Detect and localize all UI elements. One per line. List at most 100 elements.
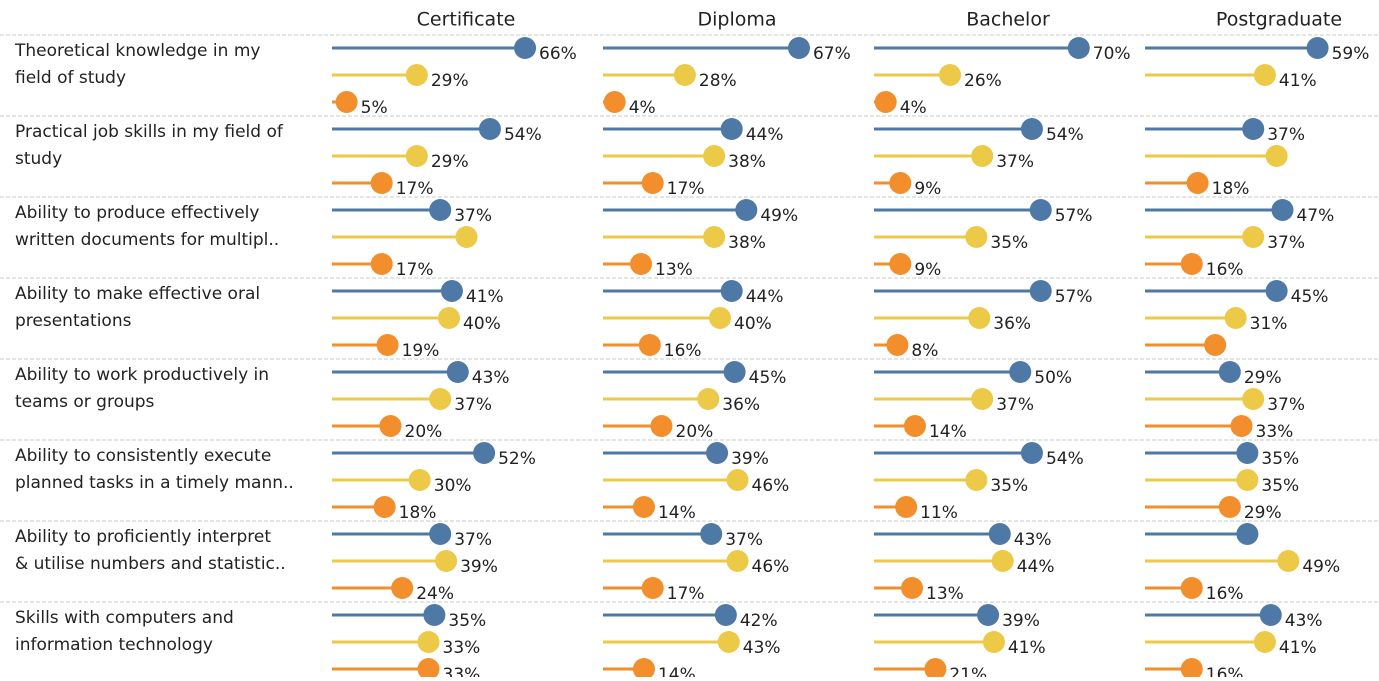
lollipop-dot <box>1224 307 1247 329</box>
lollipop-dot <box>1020 118 1043 140</box>
row-label: study <box>15 149 62 169</box>
lollipop-dot <box>723 361 746 383</box>
value-label: 16% <box>1206 665 1244 677</box>
lollipop-dot <box>895 496 918 518</box>
lollipop-dot <box>641 172 664 194</box>
lollipop-dot <box>886 334 909 356</box>
value-label: 46% <box>752 476 790 496</box>
value-label: 39% <box>460 557 498 577</box>
lollipop-dot <box>405 145 428 167</box>
lollipop-dot <box>735 199 758 221</box>
value-label: 33% <box>443 638 481 658</box>
value-label: 37% <box>1267 125 1305 145</box>
lollipop-dot <box>673 64 696 86</box>
value-label: 37% <box>996 395 1034 415</box>
lollipop-dot <box>700 523 723 545</box>
value-label: 45% <box>749 368 787 388</box>
lollipop-dot <box>1180 577 1203 599</box>
lollipop-dot <box>1277 550 1300 572</box>
lollipop-dot <box>1020 442 1043 464</box>
lollipop-dot <box>630 253 653 275</box>
lollipop-dot <box>603 91 626 113</box>
lollipop-dot <box>971 145 994 167</box>
value-label: 42% <box>740 611 778 631</box>
value-label: 35% <box>990 476 1028 496</box>
value-label: 39% <box>1002 611 1040 631</box>
lollipop-dot <box>714 604 737 626</box>
value-label: 70% <box>1093 44 1131 64</box>
row-label: field of study <box>15 68 126 88</box>
lollipop-dot <box>429 388 452 410</box>
value-label: 43% <box>743 638 781 658</box>
value-label: 47% <box>1296 206 1334 226</box>
lollipop-dot <box>939 64 962 86</box>
value-label: 17% <box>396 260 434 280</box>
value-label: 36% <box>993 314 1031 334</box>
value-label: 54% <box>1046 125 1084 145</box>
value-label: 29% <box>1244 503 1282 523</box>
lollipop-dot <box>720 280 743 302</box>
row-label: Theoretical knowledge in my <box>14 41 260 61</box>
value-label: 29% <box>431 71 469 91</box>
lollipop-dot <box>435 550 458 572</box>
lollipop-dot <box>408 469 431 491</box>
lollipop-dot <box>423 604 446 626</box>
value-label: 54% <box>1046 449 1084 469</box>
value-label: 37% <box>1267 233 1305 253</box>
value-label: 31% <box>1250 314 1288 334</box>
value-label: 17% <box>667 179 705 199</box>
value-label: 46% <box>752 557 790 577</box>
value-label: 43% <box>1285 611 1323 631</box>
value-label: 13% <box>926 584 964 604</box>
lollipop-dot <box>1265 280 1288 302</box>
lollipop-dot <box>641 577 664 599</box>
value-label: 9% <box>914 179 941 199</box>
lollipop-dot <box>370 172 393 194</box>
value-label: 52% <box>498 449 536 469</box>
value-label: 38% <box>728 233 766 253</box>
lollipop-dot <box>632 496 655 518</box>
value-label: 40% <box>734 314 772 334</box>
value-label: 5% <box>361 98 388 118</box>
value-label: 57% <box>1055 206 1093 226</box>
value-label: 14% <box>929 422 967 442</box>
value-label: 4% <box>629 98 656 118</box>
value-label: 14% <box>658 665 696 677</box>
value-label: 50% <box>1034 368 1072 388</box>
row-label: information technology <box>15 635 213 655</box>
value-label: 37% <box>454 395 492 415</box>
lollipop-dot <box>1242 226 1265 248</box>
lollipop-dot <box>473 442 496 464</box>
lollipop-dot <box>903 415 926 437</box>
value-label: 44% <box>746 125 784 145</box>
lollipop-dot <box>391 577 414 599</box>
value-label: 49% <box>760 206 798 226</box>
value-label: 41% <box>466 287 504 307</box>
value-label: 19% <box>402 341 440 361</box>
value-label: 37% <box>454 530 492 550</box>
lollipop-dot <box>455 226 478 248</box>
lollipop-dot <box>901 577 924 599</box>
lollipop-dot <box>991 550 1014 572</box>
lollipop-dot <box>650 415 673 437</box>
lollipop-dot <box>1265 145 1288 167</box>
lollipop-dot <box>965 226 988 248</box>
lollipop-dot <box>703 226 726 248</box>
lollipop-dot <box>787 37 810 59</box>
value-label: 39% <box>731 449 769 469</box>
lollipop-dot <box>977 604 1000 626</box>
lollipop-dot <box>1218 361 1241 383</box>
lollipop-dot <box>1253 631 1276 653</box>
row-label: teams or groups <box>15 392 155 412</box>
lollipop-dot <box>726 469 749 491</box>
lollipop-dot <box>889 172 912 194</box>
value-label: 41% <box>1279 638 1317 658</box>
lollipop-dot <box>429 199 452 221</box>
value-label: 37% <box>996 152 1034 172</box>
value-label: 20% <box>405 422 443 442</box>
value-label: 13% <box>655 260 693 280</box>
value-label: 67% <box>813 44 851 64</box>
lollipop-dot <box>988 523 1011 545</box>
row-label: & utilise numbers and statistic.. <box>15 554 286 574</box>
